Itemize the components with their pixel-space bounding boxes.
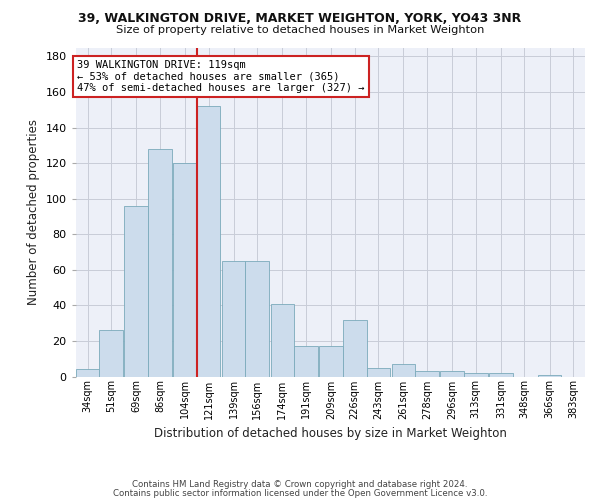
Bar (76, 370, 100, 376)
Text: Size of property relative to detached houses in Market Weighton: Size of property relative to detached ho… (116, 25, 484, 35)
Bar (271, 304, 294, 376)
Bar (245, 261, 269, 376)
Bar (197, 106, 220, 376)
Bar (440, 371, 464, 376)
Y-axis label: Number of detached properties: Number of detached properties (27, 119, 40, 305)
Bar (489, 373, 512, 376)
Text: Contains public sector information licensed under the Open Government Licence v3: Contains public sector information licen… (113, 490, 487, 498)
Bar (148, 149, 172, 376)
Bar (124, 206, 148, 376)
Bar (222, 261, 245, 376)
Text: Contains HM Land Registry data © Crown copyright and database right 2024.: Contains HM Land Registry data © Crown c… (132, 480, 468, 489)
X-axis label: Distribution of detached houses by size in Market Weighton: Distribution of detached houses by size … (154, 427, 507, 440)
Bar (173, 163, 197, 376)
Bar (319, 346, 343, 376)
Bar (100, 330, 123, 376)
Text: 39, WALKINGTON DRIVE, MARKET WEIGHTON, YORK, YO43 3NR: 39, WALKINGTON DRIVE, MARKET WEIGHTON, Y… (79, 12, 521, 26)
Bar (343, 320, 367, 376)
Bar (538, 374, 562, 376)
Bar (415, 371, 439, 376)
Bar (464, 373, 488, 376)
Bar (294, 346, 318, 376)
Bar (392, 364, 415, 376)
Text: 39 WALKINGTON DRIVE: 119sqm
← 53% of detached houses are smaller (365)
47% of se: 39 WALKINGTON DRIVE: 119sqm ← 53% of det… (77, 60, 365, 93)
Bar (367, 368, 390, 376)
